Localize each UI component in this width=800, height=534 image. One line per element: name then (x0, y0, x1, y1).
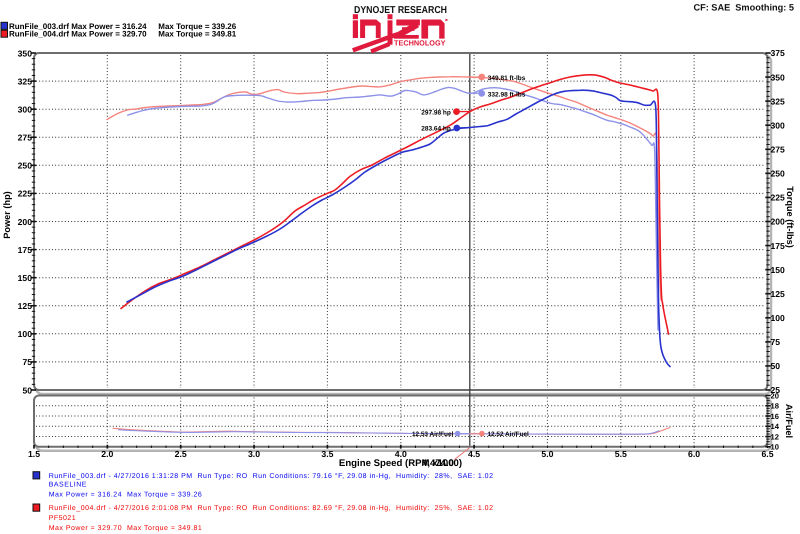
svg-text:350: 350 (771, 72, 786, 82)
svg-text:6.0: 6.0 (688, 449, 700, 459)
svg-text:350: 350 (18, 48, 33, 58)
svg-text:Max Power = 329.70 Max Torque: Max Power = 329.70 Max Torque = 349.81 (49, 525, 203, 532)
svg-text:200: 200 (18, 217, 33, 227)
svg-text:RunFile_004.drf - 4/27/2016 2:: RunFile_004.drf - 4/27/2016 2:01:08 PM R… (49, 504, 494, 512)
svg-text:275: 275 (771, 145, 786, 155)
svg-text:RunFile_003.drf - 4/27/2016 1:: RunFile_003.drf - 4/27/2016 1:31:28 PM R… (49, 472, 494, 480)
svg-text:250: 250 (18, 161, 33, 171)
svg-text:175: 175 (771, 241, 786, 251)
svg-text:5.5: 5.5 (615, 449, 627, 459)
svg-text:CF: SAE Smoothing: 5: CF: SAE Smoothing: 5 (693, 2, 794, 12)
svg-text:1.5: 1.5 (28, 449, 40, 459)
svg-text:Torque (ft-lbs): Torque (ft-lbs) (785, 186, 795, 248)
svg-text:Engine Speed (RPM x1000): Engine Speed (RPM x1000) (339, 458, 462, 469)
svg-text:RunFile_003.drf Max Power = 31: RunFile_003.drf Max Power = 316.24 (9, 22, 147, 31)
svg-text:18: 18 (771, 402, 779, 411)
svg-text:300: 300 (771, 120, 786, 130)
svg-text:12: 12 (771, 432, 779, 441)
svg-text:297.98 hp: 297.98 hp (421, 109, 451, 116)
svg-text:25: 25 (771, 385, 781, 395)
svg-text:5.0: 5.0 (541, 449, 553, 459)
svg-text:TECHNOLOGY: TECHNOLOGY (394, 38, 446, 47)
svg-text:DYNOJET RESEARCH: DYNOJET RESEARCH (354, 5, 447, 16)
svg-text:Max Torque = 349.81: Max Torque = 349.81 (158, 30, 236, 39)
svg-text:150: 150 (771, 265, 786, 275)
svg-text:Max Torque = 339.26: Max Torque = 339.26 (158, 22, 236, 31)
svg-text:175: 175 (18, 245, 33, 255)
svg-text:4.0: 4.0 (395, 449, 407, 459)
svg-text:Max Power = 316.24 Max Torque: Max Power = 316.24 Max Torque = 339.26 (49, 491, 203, 498)
svg-text:349.81 ft-lbs: 349.81 ft-lbs (488, 75, 526, 82)
svg-text:12.52 Air/Fuel: 12.52 Air/Fuel (488, 431, 530, 438)
svg-text:4.5: 4.5 (468, 449, 480, 459)
svg-text:283.64 hp: 283.64 hp (421, 126, 451, 133)
svg-text:2.5: 2.5 (175, 449, 187, 459)
svg-text:16: 16 (771, 412, 779, 421)
svg-text:75: 75 (22, 357, 32, 367)
svg-text:225: 225 (771, 193, 786, 203)
svg-text:275: 275 (18, 133, 33, 143)
svg-text:20: 20 (771, 391, 779, 400)
svg-text:250: 250 (771, 169, 786, 179)
svg-text:4,474.0: 4,474.0 (422, 458, 454, 469)
svg-text:Power (hp): Power (hp) (2, 191, 12, 238)
svg-text:50: 50 (22, 385, 32, 395)
svg-text:75: 75 (771, 337, 781, 347)
svg-text:300: 300 (18, 105, 33, 115)
svg-text:3.5: 3.5 (321, 449, 333, 459)
svg-text:Air/Fuel: Air/Fuel (784, 404, 794, 438)
svg-text:10: 10 (771, 443, 779, 452)
svg-text:14: 14 (771, 422, 780, 431)
svg-text:125: 125 (771, 289, 786, 299)
svg-text:50: 50 (771, 361, 781, 371)
svg-text:375: 375 (771, 48, 786, 58)
svg-text:RunFile_004.drf Max Power = 32: RunFile_004.drf Max Power = 329.70 (9, 30, 147, 39)
svg-text:150: 150 (18, 273, 33, 283)
svg-text:6.5: 6.5 (761, 449, 773, 459)
svg-text:100: 100 (18, 329, 33, 339)
svg-text:BASELINE: BASELINE (49, 482, 87, 489)
svg-text:325: 325 (18, 76, 33, 86)
svg-text:125: 125 (18, 301, 33, 311)
svg-text:PF5021: PF5021 (49, 515, 77, 522)
svg-text:325: 325 (771, 96, 786, 106)
svg-text:2.0: 2.0 (101, 449, 113, 459)
svg-text:332.98 ft-lbs: 332.98 ft-lbs (488, 91, 526, 98)
svg-text:200: 200 (771, 217, 786, 227)
svg-text:12.53 Air/Fuel: 12.53 Air/Fuel (412, 431, 454, 438)
svg-text:225: 225 (18, 189, 33, 199)
svg-text:100: 100 (771, 313, 786, 323)
svg-text:3.0: 3.0 (248, 449, 260, 459)
